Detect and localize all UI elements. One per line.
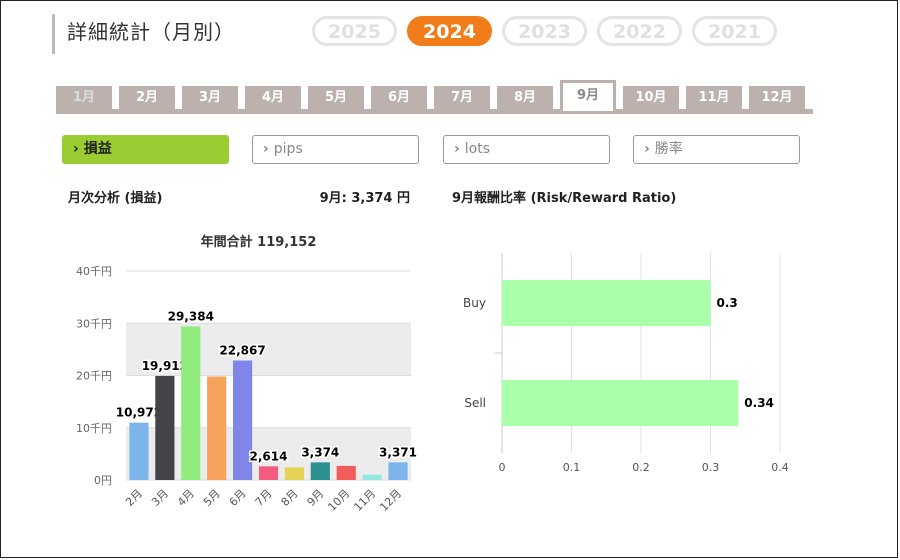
bar	[284, 467, 304, 480]
y-tick-label: Buy	[463, 296, 486, 310]
data-label: 0.34	[744, 396, 774, 410]
month-tab-11[interactable]: 11月	[686, 86, 742, 109]
risk-reward-title: 9月報酬比率 (Risk/Reward Ratio)	[452, 191, 677, 206]
bar	[129, 422, 149, 480]
x-tick-label: 0.4	[771, 461, 789, 474]
monthly-analysis-title: 月次分析 (損益)	[68, 191, 163, 206]
metric-label: lots	[464, 141, 491, 157]
x-tick-label: 0	[499, 461, 506, 474]
month-tab-7[interactable]: 7月	[434, 86, 490, 109]
month-tab-9[interactable]: 9月	[560, 80, 616, 111]
month-tab-2[interactable]: 2月	[119, 86, 175, 109]
risk-reward-chart: 0 0.1 0.2 0.3 0.4 0.3 Buy 0.34 Sell	[463, 253, 789, 474]
year-button-2023[interactable]: 2023	[502, 16, 587, 46]
data-label: 29,384	[168, 309, 214, 323]
bar	[502, 380, 739, 426]
grid-band	[126, 323, 411, 376]
x-tick-label: 7月	[253, 487, 275, 509]
x-tick-label: 0.2	[632, 461, 650, 474]
y-tick-label: 0円	[94, 474, 112, 487]
data-label: 10,972	[116, 406, 162, 420]
month-tab-12[interactable]: 12月	[749, 86, 805, 109]
year-button-2025[interactable]: 2025	[312, 16, 397, 46]
y-tick-label: 40千円	[76, 265, 112, 278]
year-button-2024[interactable]: 2024	[407, 16, 492, 46]
year-button-2021[interactable]: 2021	[692, 16, 777, 46]
chart-title: 年間合計 119,152	[201, 234, 317, 250]
year-selector: 2025 2024 2023 2022 2021	[312, 16, 777, 46]
x-tick-label: 9月	[305, 487, 327, 509]
x-tick-label: 8月	[279, 487, 301, 509]
x-tick-label: 10月	[325, 487, 352, 514]
x-tick-label: 2月	[123, 487, 145, 509]
x-tick-label: 4月	[175, 487, 197, 509]
x-tick-label: 12月	[377, 487, 404, 514]
monthly-pnl-chart: 0円 10千円 20千円 30千円 40千円 年間合計 119,152 10,972 2月 19…	[76, 234, 419, 514]
month-tab-10[interactable]: 10月	[623, 86, 679, 109]
month-tab-4[interactable]: 4月	[245, 86, 301, 109]
bar	[155, 375, 175, 480]
month-tab-5[interactable]: 5月	[308, 86, 364, 109]
bar	[388, 462, 408, 480]
x-tick-label: 6月	[227, 487, 249, 509]
chevron-right-icon: ›	[263, 141, 269, 157]
bar	[181, 326, 201, 480]
y-tick-label: 30千円	[76, 317, 112, 330]
month-tab-1[interactable]: 1月	[56, 86, 112, 109]
x-tick-label: 3月	[149, 487, 171, 509]
month-tabs: 1月 2月 3月 4月 5月 6月 7月 8月 9月 10月 11月 12月	[56, 80, 813, 114]
x-tick-label: 11月	[351, 487, 378, 514]
metric-label: pips	[273, 141, 303, 157]
x-tick-label: 0.1	[563, 461, 581, 474]
data-label: 2,614	[250, 449, 288, 463]
bar	[502, 280, 711, 326]
month-tab-8[interactable]: 8月	[497, 86, 553, 109]
data-label: 3,374	[301, 445, 339, 459]
selected-month-value: 9月: 3,374 円	[319, 191, 410, 206]
page-title: 詳細統計（月別）	[52, 14, 235, 54]
metric-button-pips[interactable]: › pips	[252, 135, 419, 164]
bar	[258, 466, 279, 480]
bar	[310, 462, 330, 480]
data-label: 22,867	[219, 344, 265, 358]
metric-label: 損益	[83, 141, 112, 157]
metric-button-pnl[interactable]: › 損益	[62, 135, 229, 164]
metric-button-win-rate[interactable]: › 勝率	[633, 135, 800, 164]
x-tick-label: 5月	[201, 487, 223, 509]
metric-button-lots[interactable]: › lots	[443, 135, 610, 164]
y-tick-label: Sell	[464, 396, 486, 410]
bar	[336, 465, 356, 480]
bar	[362, 474, 382, 480]
data-label: 19,912	[142, 359, 188, 373]
y-tick-label: 20千円	[76, 370, 112, 383]
data-label: 0.3	[717, 296, 738, 310]
year-button-2022[interactable]: 2022	[597, 16, 682, 46]
y-tick-label: 10千円	[76, 422, 112, 435]
chevron-right-icon: ›	[644, 141, 650, 157]
month-tab-6[interactable]: 6月	[371, 86, 427, 109]
metric-label: 勝率	[654, 141, 683, 157]
chevron-right-icon: ›	[73, 141, 79, 157]
bar	[233, 360, 253, 480]
data-label: 3,371	[379, 445, 417, 459]
month-tab-3[interactable]: 3月	[182, 86, 238, 109]
bar	[207, 376, 227, 480]
x-tick-label: 0.3	[702, 461, 720, 474]
chevron-right-icon: ›	[454, 141, 460, 157]
